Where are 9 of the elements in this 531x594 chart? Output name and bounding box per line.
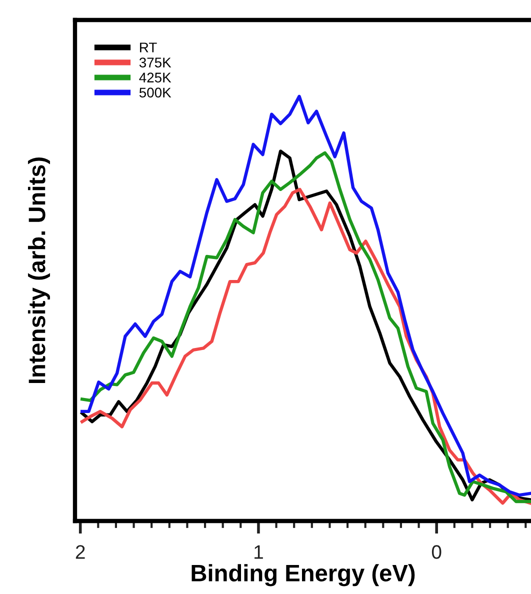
x-tick-label: 2 — [76, 545, 85, 559]
y-axis-title: Intensity (arb. Units) — [28, 158, 50, 384]
legend-label: 425K — [139, 72, 172, 82]
legend-label: 375K — [139, 58, 172, 68]
x-tick-label: 0 — [432, 545, 442, 559]
x-tick-label: 1 — [254, 545, 263, 559]
legend-label: RT — [140, 42, 157, 52]
legend-label: 500K — [139, 88, 172, 98]
x-axis-title: Binding Energy (eV) — [192, 564, 415, 586]
